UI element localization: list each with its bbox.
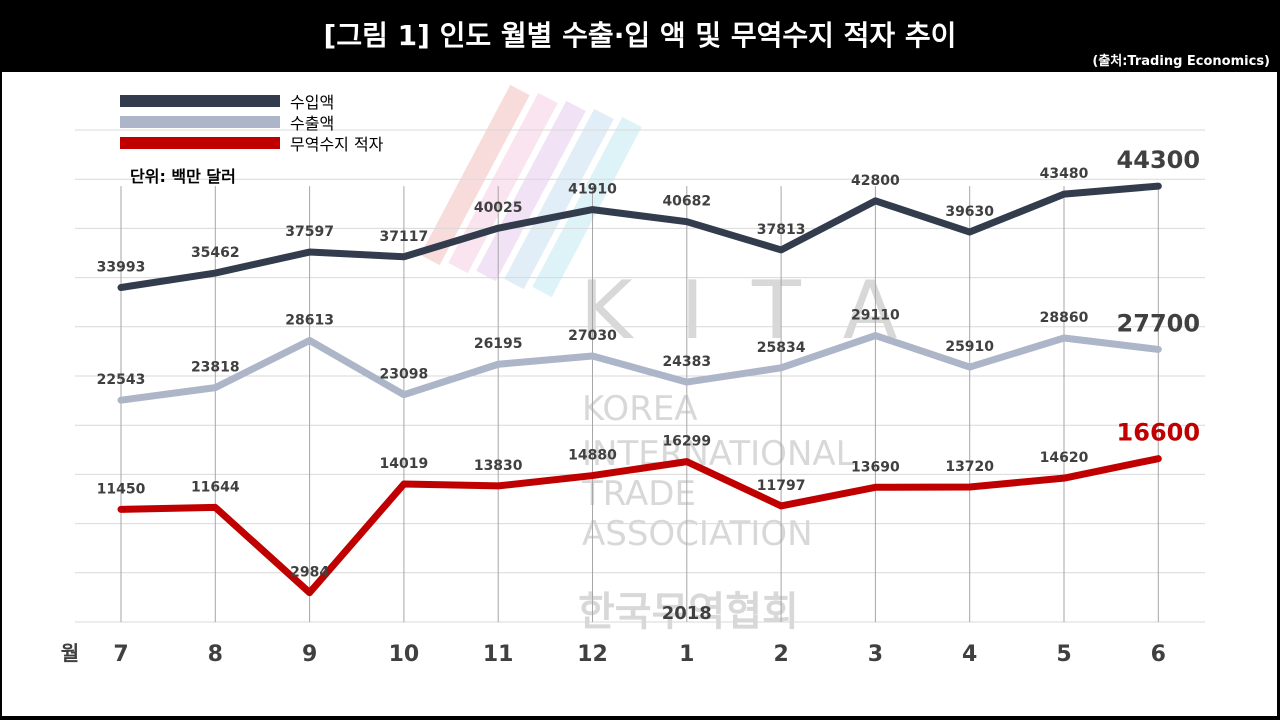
data-label: 11644 bbox=[191, 479, 240, 495]
data-label: 23818 bbox=[191, 360, 240, 376]
data-label: 11797 bbox=[757, 478, 806, 494]
data-label: 13690 bbox=[851, 459, 900, 475]
data-label: 27700 bbox=[1117, 309, 1201, 337]
data-label: 42800 bbox=[851, 173, 900, 189]
legend-label-deficit: 무역수지 적자 bbox=[290, 134, 384, 154]
data-label: 29110 bbox=[851, 308, 900, 324]
data-label: 13830 bbox=[474, 458, 523, 474]
data-label: 41910 bbox=[568, 182, 617, 198]
kita-watermark: KITAKOREAINTERNATIONALTRADEASSOCIATION한국… bbox=[420, 84, 945, 635]
x-tick-label: 9 bbox=[302, 642, 317, 667]
data-label: 44300 bbox=[1117, 146, 1201, 174]
legend-swatch-imports bbox=[120, 94, 280, 107]
watermark-stripe bbox=[448, 92, 558, 274]
data-label: 14880 bbox=[568, 448, 617, 464]
source-label: (출처:Trading Economics) bbox=[1092, 54, 1270, 69]
x-tick-label: 3 bbox=[868, 642, 883, 667]
data-label: 22543 bbox=[97, 372, 146, 388]
watermark-stripe bbox=[532, 116, 642, 298]
data-label: 37813 bbox=[757, 222, 806, 238]
legend-item-imports: 수입액 bbox=[120, 90, 383, 112]
data-label: 35462 bbox=[191, 245, 240, 261]
watermark-stripe bbox=[420, 84, 530, 266]
data-label: 33993 bbox=[97, 260, 146, 276]
x-tick-label: 11 bbox=[483, 642, 514, 667]
x-tick-label: 2 bbox=[773, 642, 788, 667]
watermark-stripe bbox=[504, 108, 614, 290]
data-label: 26195 bbox=[474, 336, 523, 352]
x-tick-label: 4 bbox=[962, 642, 977, 667]
watermark-text: KOREA bbox=[582, 389, 698, 429]
x-tick-label: 5 bbox=[1056, 642, 1071, 667]
legend-swatch-exports bbox=[120, 115, 280, 128]
x-tick-label: 7 bbox=[113, 642, 128, 667]
legend-swatch-deficit bbox=[120, 136, 280, 149]
data-label: 16299 bbox=[662, 434, 711, 450]
legend-item-exports: 수출액 bbox=[120, 111, 383, 133]
series-line-0 bbox=[117, 182, 1162, 292]
x-tick-label: 1 bbox=[679, 642, 694, 667]
watermark-text: ASSOCIATION bbox=[582, 514, 813, 554]
grid-lines bbox=[75, 129, 1205, 623]
data-label: 43480 bbox=[1040, 166, 1089, 182]
x-tick-label: 6 bbox=[1151, 642, 1166, 667]
data-label: 40682 bbox=[662, 194, 711, 210]
x-tick-label: 12 bbox=[577, 642, 608, 667]
data-label: 28613 bbox=[285, 312, 334, 328]
watermark-text: TRADE bbox=[581, 474, 696, 514]
data-label: 28860 bbox=[1040, 310, 1089, 326]
data-label: 37597 bbox=[285, 224, 334, 240]
data-label: 37117 bbox=[380, 229, 429, 245]
data-label: 27030 bbox=[568, 328, 617, 344]
data-label: 14620 bbox=[1040, 450, 1089, 466]
legend-item-deficit: 무역수지 적자 bbox=[120, 132, 384, 154]
year-label: 2018 bbox=[662, 603, 712, 624]
data-label: 25910 bbox=[945, 339, 994, 355]
watermark-stripe bbox=[476, 100, 586, 282]
x-tick-label: 8 bbox=[208, 642, 223, 667]
series-line-1 bbox=[117, 332, 1162, 404]
watermark-kita: KITA bbox=[580, 264, 945, 357]
legend: 수입액 수출액 무역수지 적자 bbox=[120, 90, 384, 154]
data-label: 23098 bbox=[380, 367, 429, 383]
data-labels: 33993 35462 37597 37117 40025 41910 40682 37813… bbox=[97, 146, 1200, 581]
legend-label-exports: 수출액 bbox=[290, 113, 335, 133]
title-bar: [그림 1] 인도 월별 수출·입 액 및 무역수지 적자 추이 (출처:Tra… bbox=[0, 0, 1280, 70]
series-lines bbox=[117, 182, 1162, 597]
chart-title: [그림 1] 인도 월별 수출·입 액 및 무역수지 적자 추이 bbox=[323, 19, 957, 52]
data-label: 11450 bbox=[97, 481, 146, 497]
watermark-korean: 한국무역협회 bbox=[578, 589, 799, 635]
unit-label: 단위: 백만 달러 bbox=[130, 167, 236, 186]
data-label: 40025 bbox=[474, 200, 523, 216]
legend-label-imports: 수입액 bbox=[290, 92, 335, 112]
data-label: 39630 bbox=[945, 204, 994, 220]
data-label: 14019 bbox=[380, 456, 429, 472]
data-label: 25834 bbox=[757, 340, 806, 356]
x-tick-label: 10 bbox=[389, 642, 420, 667]
data-label: 13720 bbox=[945, 459, 994, 475]
data-label: 2984 bbox=[290, 565, 329, 581]
x-axis-prefix: 월 bbox=[61, 641, 79, 665]
data-label: 16600 bbox=[1117, 419, 1201, 447]
data-label: 24383 bbox=[662, 354, 711, 370]
series-line-2 bbox=[117, 455, 1162, 597]
